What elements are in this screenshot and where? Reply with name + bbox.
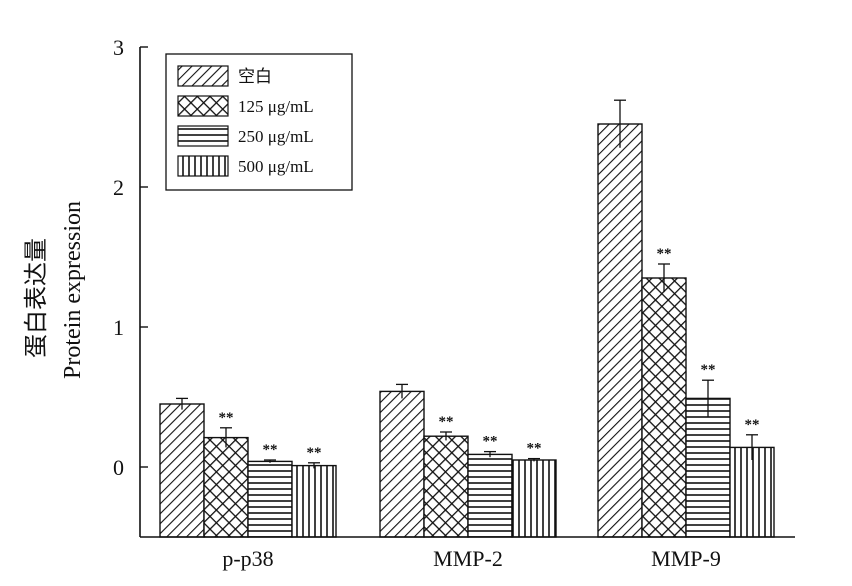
legend-label: 250 μg/mL <box>238 127 314 146</box>
y-axis-title: 蛋白表达量 Protein expression <box>23 201 86 379</box>
legend-label: 125 μg/mL <box>238 97 314 116</box>
bar-MMP-9-3 <box>729 446 775 538</box>
plot-area: ** ** ** ** ** ** ** ** ** <box>159 99 775 538</box>
bar-MMP-9-2 <box>685 397 731 538</box>
y-axis-title-cn: 蛋白表达量 <box>23 238 50 358</box>
y-tick-label: 3 <box>113 35 124 60</box>
significance-label: ** <box>701 362 716 378</box>
significance-label: ** <box>745 417 760 433</box>
bar-p-p38-2 <box>247 460 293 538</box>
legend-swatch <box>177 65 229 87</box>
bar-p-p38-3 <box>291 464 337 538</box>
significance-label: ** <box>263 442 278 458</box>
bar-MMP-9-0 <box>597 123 643 538</box>
y-axis-title-en: Protein expression <box>60 201 86 379</box>
legend-label: 500 μg/mL <box>238 157 314 176</box>
y-tick-label: 2 <box>113 175 124 200</box>
significance-label: ** <box>307 445 322 461</box>
x-tick-label: MMP-2 <box>433 546 503 571</box>
legend-swatch <box>177 155 229 177</box>
y-tick-label: 1 <box>113 315 124 340</box>
legend-swatch <box>177 125 229 147</box>
x-tick-label: p-p38 <box>222 546 273 571</box>
axes: 0 1 2 3 p-p38 MMP-2 MMP-9 <box>113 35 795 571</box>
significance-label: ** <box>657 246 672 262</box>
bar-p-p38-0 <box>159 403 205 538</box>
bar-MMP-9-1 <box>641 277 687 538</box>
bar-MMP-2-0 <box>379 390 425 538</box>
legend: 空白 125 μg/mL 250 μg/mL 500 μg/mL <box>165 53 353 191</box>
significance-label: ** <box>483 434 498 450</box>
bar-MMP-2-3 <box>511 459 557 538</box>
bar-MMP-2-2 <box>467 453 513 538</box>
bar-MMP-2-1 <box>423 435 469 538</box>
significance-label: ** <box>219 410 234 426</box>
x-tick-label: MMP-9 <box>651 546 721 571</box>
legend-swatch <box>177 95 229 117</box>
significance-label: ** <box>439 414 454 430</box>
significance-label: ** <box>527 441 542 457</box>
y-tick-label: 0 <box>113 455 124 480</box>
legend-label: 空白 <box>238 67 272 86</box>
bar-p-p38-1 <box>203 436 249 538</box>
